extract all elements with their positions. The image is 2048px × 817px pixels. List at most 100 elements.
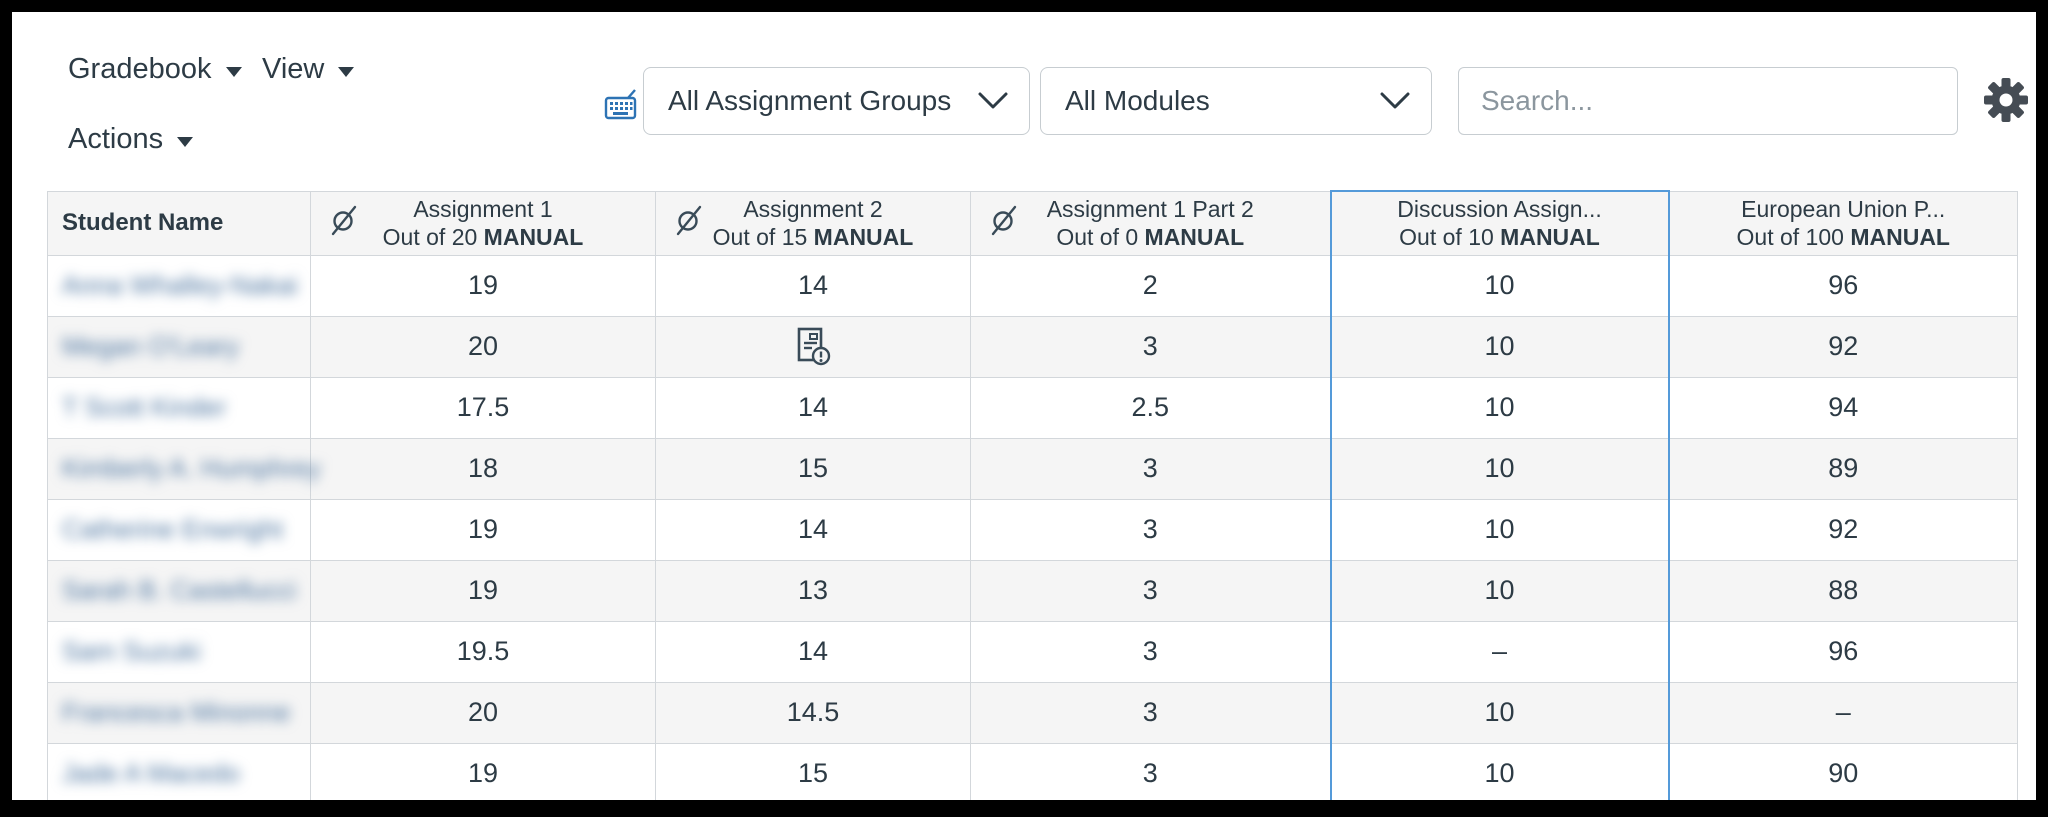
- grade-cell[interactable]: –: [1329, 620, 1670, 683]
- assignment-column-header[interactable]: Assignment 1 Out of 20 MANUAL: [310, 190, 656, 256]
- grade-cell[interactable]: 19: [310, 254, 656, 317]
- student-name-blurred: Anna Whalley-Nakai: [62, 270, 298, 300]
- view-menu[interactable]: View: [262, 53, 355, 86]
- student-name-blurred: Sarah B. Castellucci: [62, 575, 297, 605]
- student-name-blurred: Sam Suzuki: [62, 636, 201, 666]
- gradebook-rows: Anna Whalley-Nakai 19 14 2 10 96 Megan O'Leary…: [47, 254, 2018, 800]
- grade-cell[interactable]: 19.5: [310, 620, 656, 683]
- caret-down-icon: [338, 66, 355, 77]
- grade-cell[interactable]: 3: [970, 498, 1331, 561]
- student-name-cell[interactable]: Francesca Minonne: [47, 681, 311, 744]
- grade-cell[interactable]: 10: [1329, 559, 1670, 622]
- grade-cell[interactable]: 96: [1668, 254, 2018, 317]
- modules-dropdown[interactable]: All Modules: [1040, 67, 1432, 135]
- eye-off-icon: [676, 205, 702, 235]
- student-name-cell[interactable]: Anna Whalley-Nakai: [47, 254, 311, 317]
- student-name-blurred: Catherine Enwright: [62, 514, 284, 544]
- grade-cell[interactable]: 2: [970, 254, 1331, 317]
- gear-icon[interactable]: [1982, 76, 2030, 124]
- assignment-column-header[interactable]: Assignment 2 Out of 15 MANUAL: [655, 190, 971, 256]
- grade-cell[interactable]: 94: [1668, 376, 2018, 439]
- document-warning-icon: [797, 327, 831, 365]
- grade-cell[interactable]: 17.5: [310, 376, 656, 439]
- student-name-cell[interactable]: Megan O'Leary: [47, 315, 311, 378]
- grade-cell[interactable]: 19: [310, 559, 656, 622]
- grade-cell[interactable]: 89: [1668, 437, 2018, 500]
- grade-cell[interactable]: 96: [1668, 620, 2018, 683]
- grade-cell[interactable]: 3: [970, 681, 1331, 744]
- assignment-title: Discussion Assign...: [1397, 196, 1602, 223]
- actions-menu[interactable]: Actions: [68, 123, 194, 156]
- gradebook-menu[interactable]: Gradebook: [68, 53, 242, 86]
- assignment-posting-policy: MANUAL: [1500, 224, 1600, 251]
- grade-cell[interactable]: 20: [310, 315, 656, 378]
- grade-cell[interactable]: 18: [310, 437, 656, 500]
- assignment-title: European Union P...: [1741, 196, 1946, 222]
- grade-cell[interactable]: –: [1668, 681, 2018, 744]
- assignment-column-header[interactable]: Discussion Assign... Out of 10 MANUAL: [1329, 190, 1670, 256]
- search-input[interactable]: [1458, 67, 1958, 135]
- grade-cell[interactable]: 10: [1329, 315, 1670, 378]
- grade-cell[interactable]: 90: [1668, 742, 2018, 800]
- assignment-column-header[interactable]: European Union P... Out of 100 MANUAL: [1668, 190, 2018, 256]
- assignment-groups-dropdown[interactable]: All Assignment Groups: [643, 67, 1030, 135]
- student-name-cell[interactable]: Sam Suzuki: [47, 620, 311, 683]
- grade-cell[interactable]: 19: [310, 742, 656, 800]
- grade-cell[interactable]: 3: [970, 742, 1331, 800]
- eye-off-icon: [991, 205, 1017, 235]
- grade-cell[interactable]: 13: [655, 559, 971, 622]
- assignment-posting-policy: MANUAL: [813, 224, 914, 250]
- eye-off-icon: [331, 205, 357, 235]
- caret-down-icon: [225, 66, 242, 77]
- student-name-cell[interactable]: Catherine Enwright: [47, 498, 311, 561]
- grade-cell[interactable]: 92: [1668, 498, 2018, 561]
- grade-cell[interactable]: 10: [1329, 254, 1670, 317]
- assignment-points: Out of 10: [1399, 224, 1501, 251]
- student-name-blurred: Kimberly A. Humphrey: [62, 453, 321, 483]
- modules-dropdown-value: All Modules: [1065, 85, 1210, 116]
- assignment-title: Assignment 1: [413, 196, 553, 222]
- grade-cell[interactable]: 19: [310, 498, 656, 561]
- grade-cell[interactable]: [655, 315, 971, 378]
- table-row: Megan O'Leary 20 3 10 92: [47, 315, 2018, 378]
- student-name-blurred: Jade A Macedo: [62, 758, 240, 788]
- assignment-column-header[interactable]: Assignment 1 Part 2 Out of 0 MANUAL: [970, 190, 1331, 256]
- grade-cell[interactable]: 10: [1329, 681, 1670, 744]
- assignment-points: Out of 0: [1056, 224, 1145, 250]
- student-name-cell[interactable]: T Scott Kinder: [47, 376, 311, 439]
- keyboard-shortcuts-icon[interactable]: [604, 88, 638, 122]
- student-name-header[interactable]: Student Name: [47, 190, 311, 256]
- grade-cell[interactable]: 88: [1668, 559, 2018, 622]
- table-row: Anna Whalley-Nakai 19 14 2 10 96: [47, 254, 2018, 317]
- grade-cell[interactable]: 15: [655, 437, 971, 500]
- student-name-cell[interactable]: Kimberly A. Humphrey: [47, 437, 321, 500]
- caret-down-icon: [177, 136, 194, 147]
- grade-cell[interactable]: 14: [655, 376, 971, 439]
- grade-cell[interactable]: 3: [970, 315, 1331, 378]
- grade-cell[interactable]: 10: [1329, 437, 1670, 500]
- grade-cell[interactable]: 3: [970, 437, 1331, 500]
- assignment-groups-dropdown-value: All Assignment Groups: [668, 85, 952, 116]
- grade-cell[interactable]: 15: [655, 742, 971, 800]
- grade-cell[interactable]: 14: [655, 254, 971, 317]
- grade-cell[interactable]: 14.5: [655, 681, 971, 744]
- chevron-down-icon: [1380, 92, 1410, 109]
- grade-cell[interactable]: 10: [1329, 742, 1670, 800]
- grade-cell[interactable]: 10: [1329, 498, 1670, 561]
- grade-cell[interactable]: 3: [970, 620, 1331, 683]
- table-row: Sarah B. Castellucci 19 13 3 10 88: [47, 559, 2018, 622]
- actions-menu-label: Actions: [68, 123, 164, 155]
- student-name-cell[interactable]: Jade A Macedo: [47, 742, 311, 800]
- grade-cell[interactable]: 10: [1329, 376, 1670, 439]
- grade-cell[interactable]: 2.5: [970, 376, 1331, 439]
- assignment-posting-policy: MANUAL: [1850, 224, 1950, 250]
- table-row: T Scott Kinder 17.5 14 2.5 10 94: [47, 376, 2018, 439]
- grade-cell[interactable]: 14: [655, 620, 971, 683]
- grade-cell[interactable]: 20: [310, 681, 656, 744]
- grade-cell[interactable]: 14: [655, 498, 971, 561]
- grade-cell[interactable]: 92: [1668, 315, 2018, 378]
- student-name-cell[interactable]: Sarah B. Castellucci: [47, 559, 311, 622]
- assignment-title: Assignment 1 Part 2: [1046, 196, 1254, 222]
- grade-cell[interactable]: 3: [970, 559, 1331, 622]
